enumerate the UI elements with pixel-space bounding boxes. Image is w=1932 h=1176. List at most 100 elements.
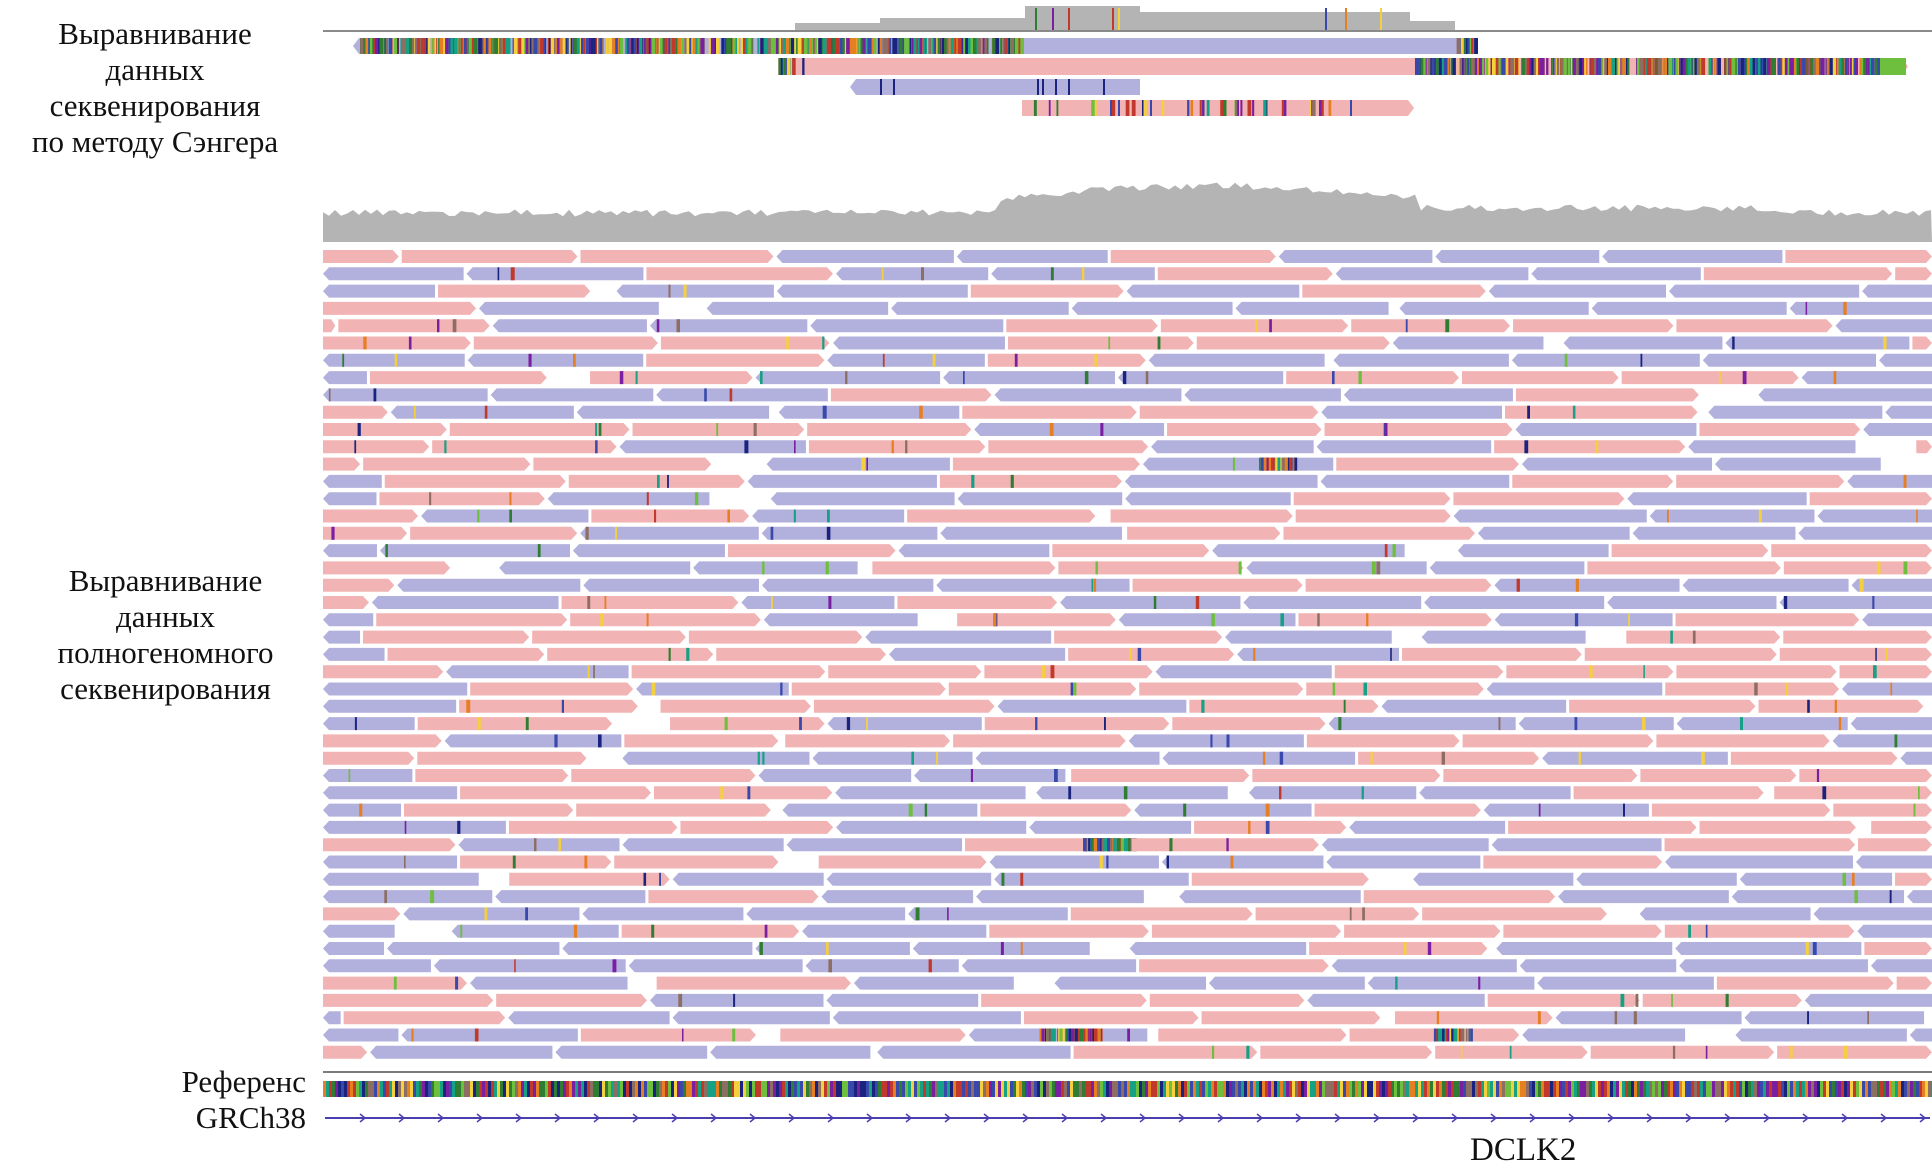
mismatch-base	[1628, 613, 1630, 627]
mismatch-base	[1692, 630, 1696, 644]
sequencing-read	[997, 699, 1187, 713]
mismatch-base	[1405, 319, 1408, 333]
mismatch-base	[1091, 578, 1094, 592]
mismatch-base	[528, 38, 530, 54]
mismatch-base	[382, 38, 386, 54]
reference-base	[1064, 1081, 1067, 1097]
reference-base	[950, 1081, 953, 1097]
reference-base	[896, 1081, 899, 1097]
sequencing-read	[1392, 336, 1544, 350]
read-body	[1590, 1045, 1775, 1059]
mismatch-base	[1516, 578, 1520, 592]
mismatch-base	[477, 509, 480, 523]
mismatch-base	[473, 38, 478, 54]
reference-base	[341, 1081, 344, 1097]
read-body	[761, 578, 934, 592]
gene-strand-arrow	[437, 1113, 445, 1123]
read-body	[590, 371, 753, 385]
read-body	[323, 665, 444, 679]
mismatch-base	[1620, 993, 1625, 1007]
reference-base	[1889, 1081, 1892, 1097]
mismatch-base	[1488, 58, 1492, 75]
mismatch-base	[1187, 100, 1190, 116]
mismatch-base	[1083, 1028, 1086, 1042]
reference-base	[923, 1081, 926, 1097]
mismatch-base	[1041, 665, 1045, 679]
sequencing-read	[1842, 682, 1932, 696]
read-body	[1058, 561, 1244, 575]
sequencing-read	[991, 267, 1155, 281]
sequencing-read	[1863, 423, 1932, 436]
reference-base	[761, 1081, 764, 1097]
mismatch-base	[566, 38, 569, 54]
sequencing-read	[1060, 596, 1241, 609]
mismatch-base	[814, 38, 818, 54]
sequencing-read	[940, 526, 1122, 540]
mismatch-base	[1880, 58, 1906, 75]
reference-base	[1325, 1081, 1328, 1097]
read-body	[1314, 803, 1481, 817]
reference-base	[1877, 1081, 1880, 1097]
mismatch-base	[1349, 907, 1352, 921]
reference-base	[1397, 1081, 1400, 1097]
sequencing-read	[1246, 561, 1427, 575]
mismatch-base	[1798, 58, 1802, 75]
mismatch-base	[410, 38, 415, 54]
mismatch-base	[1460, 1045, 1463, 1059]
mismatch-base	[484, 907, 488, 921]
reference-base	[551, 1081, 554, 1097]
read-body	[323, 578, 395, 592]
mismatch-base	[483, 38, 486, 54]
sequencing-read	[1126, 284, 1300, 298]
mismatch-base	[745, 38, 748, 54]
reference-base	[668, 1081, 671, 1097]
reference-base	[1004, 1081, 1007, 1097]
sequencing-read	[1809, 492, 1932, 506]
sequencing-read	[747, 474, 937, 488]
mismatch-base	[734, 38, 739, 54]
reference-base	[1724, 1081, 1727, 1097]
mismatch-base	[427, 38, 431, 54]
mismatch-base	[494, 38, 497, 54]
read-body	[397, 578, 581, 592]
read-body	[1283, 526, 1475, 540]
sequencing-read	[323, 699, 457, 713]
mismatch-base	[1384, 544, 1388, 558]
sequencing-read	[562, 942, 753, 955]
mismatch-base	[1441, 1028, 1445, 1042]
reference-base	[1151, 1081, 1154, 1097]
sequencing-read	[401, 250, 578, 263]
mismatch-base	[1614, 1011, 1618, 1025]
sequencing-read	[323, 423, 447, 436]
read-body	[323, 734, 442, 748]
read-body	[1699, 423, 1861, 436]
mismatch-base	[651, 38, 656, 54]
read-body	[780, 1028, 966, 1042]
sequencing-read	[1117, 371, 1284, 385]
mismatch-base	[359, 803, 363, 817]
mismatch-base	[1885, 647, 1888, 661]
read-body	[622, 751, 810, 765]
sequencing-read	[1862, 613, 1932, 627]
reference-base	[1907, 1081, 1910, 1097]
sequencing-read	[1857, 924, 1932, 938]
mismatch-base	[826, 526, 831, 540]
mismatch-base	[1616, 58, 1619, 75]
read-body	[1555, 1011, 1742, 1025]
reference-base	[497, 1081, 500, 1097]
mismatch-base	[1120, 838, 1123, 852]
read-body	[898, 544, 1050, 558]
sequencing-read	[532, 630, 686, 644]
sanger-coverage-mismatch	[1118, 8, 1120, 30]
mismatch-base	[1010, 474, 1014, 488]
mismatch-base	[1478, 976, 1481, 990]
sequencing-read	[785, 734, 951, 748]
mismatch-base	[1561, 58, 1564, 75]
read-body	[1491, 838, 1662, 852]
reference-base	[1883, 1081, 1886, 1097]
read-body	[1246, 561, 1427, 575]
mismatch-base	[1854, 890, 1858, 904]
sequencing-read	[1036, 786, 1228, 800]
read-body	[1725, 336, 1910, 350]
read-body	[1306, 734, 1460, 748]
